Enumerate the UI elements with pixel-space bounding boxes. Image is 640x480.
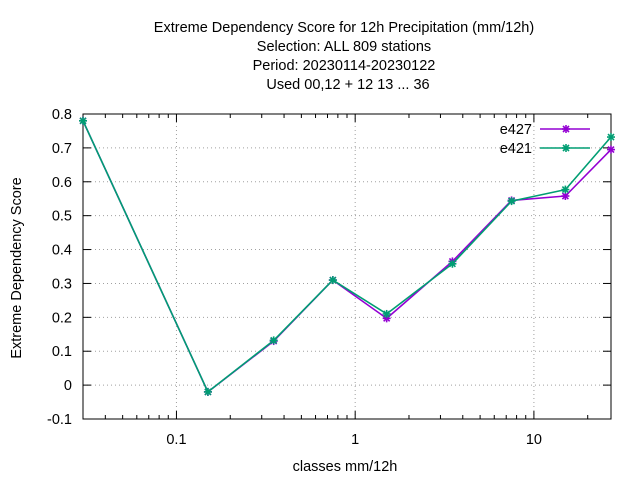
marker-d2	[329, 276, 337, 284]
marker-d2	[383, 310, 391, 318]
y-tick-label: 0.5	[52, 209, 72, 225]
data-point	[507, 197, 516, 206]
marker-d2	[270, 336, 278, 344]
y-tick-label: 0.1	[52, 344, 72, 360]
legend-item-e427: e427	[500, 122, 590, 138]
title-line-1: Extreme Dependency Score for 12h Precipi…	[154, 20, 534, 36]
legend: e427 e421	[500, 122, 590, 157]
data-point	[448, 259, 457, 268]
data-point	[607, 145, 615, 154]
marker-d2	[561, 186, 569, 194]
y-tick-label: 0.7	[52, 141, 72, 157]
plot-frame	[82, 113, 612, 420]
data-point	[561, 185, 570, 194]
chart-title: Extreme Dependency Score for 12h Precipi…	[154, 20, 534, 93]
y-tick-label: 0.8	[52, 107, 72, 123]
y-tick-label: 0	[64, 378, 72, 394]
y-tick-label: 0.2	[52, 310, 72, 326]
marker-d2	[561, 192, 569, 200]
data-point	[382, 309, 391, 318]
x-tick-label: 0.1	[166, 432, 186, 448]
legend-label: e421	[500, 141, 532, 157]
y-tick-label: 0.6	[52, 175, 72, 191]
legend-marker	[562, 125, 570, 133]
series-e427	[79, 116, 615, 396]
marker-d2	[448, 260, 456, 268]
marker-d2	[508, 197, 516, 205]
y-axis-label: Extreme Dependency Score	[9, 177, 25, 358]
y-tick-label: 0.3	[52, 276, 72, 292]
title-line-2: Selection: ALL 809 stations	[257, 39, 431, 55]
legend-label: e427	[500, 122, 532, 138]
marker-d2	[607, 133, 615, 141]
data-point	[561, 192, 570, 201]
data-point	[203, 387, 212, 396]
axis-ticks: -0.1 0 0.1 0.2 0.3 0.4 0.5 0.6 0.7 0.8 0.1 1 10	[47, 107, 611, 448]
legend-marker	[562, 144, 570, 152]
data-point	[607, 133, 615, 142]
marker-d2	[79, 117, 87, 125]
y-tick-label: 0.4	[52, 243, 72, 259]
y-tick-label: -0.1	[47, 412, 72, 428]
title-line-4: Used 00,12 + 12 13 ... 36	[266, 77, 429, 93]
marker-d2	[562, 144, 570, 152]
data-point	[328, 276, 337, 285]
series	[79, 116, 615, 396]
marker-d2	[562, 125, 570, 133]
data-point	[269, 336, 278, 345]
marker-d2	[607, 146, 615, 154]
x-tick-label: 10	[526, 432, 542, 448]
series-e421	[79, 116, 615, 396]
data-point	[79, 116, 87, 125]
legend-item-e421: e421	[500, 141, 590, 157]
grid	[83, 114, 611, 419]
marker-d2	[204, 388, 212, 396]
title-line-3: Period: 20230114-20230122	[253, 58, 436, 74]
x-tick-label: 1	[351, 432, 359, 448]
x-axis-label: classes mm/12h	[293, 459, 398, 475]
